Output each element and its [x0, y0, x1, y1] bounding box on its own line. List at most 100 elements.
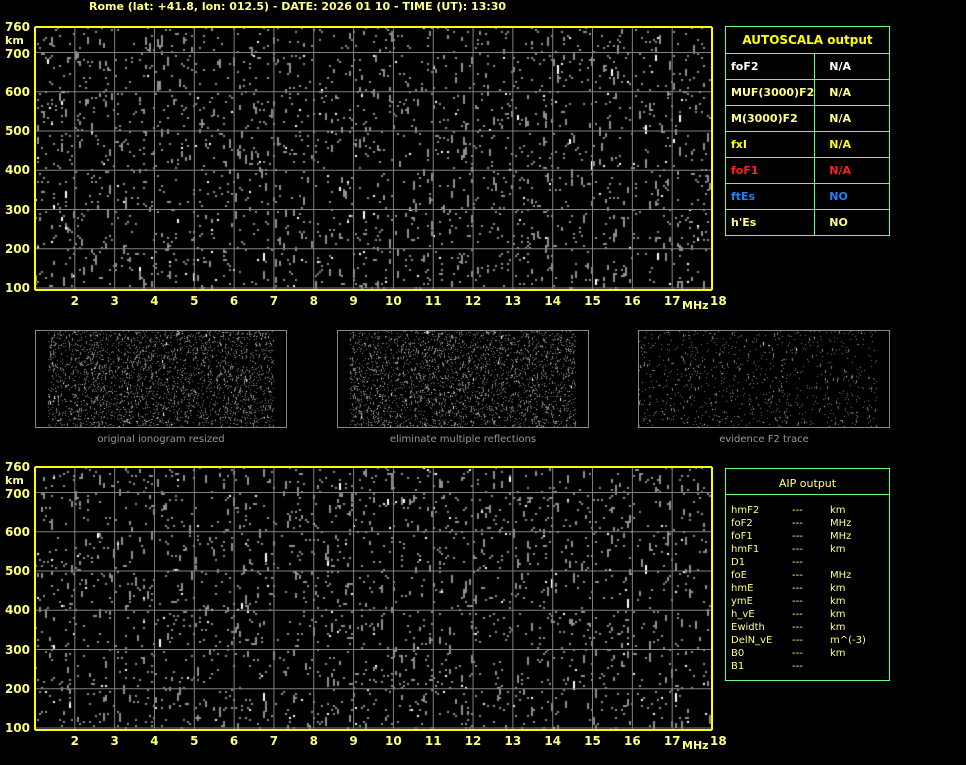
aip-param-name: ymE	[731, 596, 753, 607]
y-tick-label: 400	[4, 603, 30, 618]
aip-param-value: ---	[792, 505, 803, 516]
x-tick-label: 8	[309, 734, 318, 748]
thumbnail-f2-trace	[638, 330, 890, 428]
aip-param-name: foE	[731, 570, 747, 581]
autoscala-param-value: N/A	[814, 157, 890, 184]
aip-param-unit: MHz	[830, 570, 852, 581]
aip-param-unit: km	[830, 648, 846, 659]
aip-row: DelN_vE --- m^(-3)	[726, 634, 889, 647]
aip-param-name: hmF1	[731, 544, 760, 555]
autoscala-param-name: foF2	[724, 53, 816, 80]
aip-param-name: Ewidth	[731, 622, 765, 633]
aip-param-value: ---	[792, 531, 803, 542]
y-tick-label: 500	[4, 564, 30, 579]
x-tick-label: 8	[309, 294, 318, 308]
x-tick-label: 18	[710, 294, 727, 308]
x-tick-label: 10	[385, 294, 402, 308]
ionogram-grid	[34, 466, 713, 731]
y-tick-label: 200	[4, 241, 30, 256]
aip-param-value: ---	[792, 635, 803, 646]
autoscala-param-value: N/A	[814, 131, 890, 158]
aip-param-unit: km	[830, 622, 846, 633]
ionogram-grid	[34, 26, 713, 291]
y-tick-label: 700	[4, 486, 30, 501]
y-tick-label: 500	[4, 124, 30, 139]
autoscala-param-value: N/A	[814, 105, 890, 132]
aip-param-name: DelN_vE	[731, 635, 773, 646]
autoscala-row: foF1 N/A	[724, 157, 890, 184]
thumbnail-canvas	[36, 331, 286, 427]
y-tick-label: 200	[4, 681, 30, 696]
x-tick-label: 7	[269, 294, 279, 308]
x-tick-label: 11	[424, 294, 442, 308]
autoscala-row: fxI N/A	[724, 131, 890, 158]
aip-param-unit: km	[830, 544, 846, 555]
x-tick-label: 5	[190, 734, 199, 748]
x-tick-label: 4	[150, 734, 159, 748]
autoscala-param-value: NO	[814, 209, 890, 236]
y-tick-label: 100	[4, 721, 30, 735]
x-tick-label: 9	[349, 734, 358, 748]
aip-param-unit: MHz	[830, 531, 852, 542]
aip-param-unit: km	[830, 583, 846, 594]
aip-param-value: ---	[792, 544, 803, 555]
x-tick-label: 9	[349, 294, 358, 308]
y-tick-label: 100	[4, 281, 30, 295]
x-tick-label: 7	[269, 734, 279, 748]
aip-param-value: ---	[792, 622, 803, 633]
y-tick-label: 300	[4, 642, 30, 657]
thumbnail-multiple-reflections	[337, 330, 589, 428]
x-tick-label: 6	[229, 294, 239, 308]
autoscala-param-name: h'Es	[724, 209, 816, 236]
autoscala-param-name: MUF(3000)F2	[724, 79, 816, 106]
x-tick-label: 12	[464, 294, 482, 308]
thumbnail-canvas	[338, 331, 588, 427]
x-tick-label: 16	[623, 294, 641, 308]
x-tick-label: 3	[110, 734, 119, 748]
aip-param-name: h_vE	[731, 609, 755, 620]
aip-param-name: hmE	[731, 583, 754, 594]
aip-param-unit: MHz	[830, 518, 852, 529]
autoscala-param-value: N/A	[814, 53, 890, 80]
thumbnail-caption: evidence F2 trace	[719, 434, 809, 445]
x-tick-label: 11	[424, 734, 442, 748]
x-tick-label: 17	[663, 294, 681, 308]
y-unit-label: km	[5, 34, 24, 47]
aip-param-name: B0	[731, 648, 745, 659]
x-tick-label: 4	[150, 294, 159, 308]
aip-row: hmF1 --- km	[726, 543, 889, 556]
y-tick-label: 700	[4, 46, 30, 61]
y-tick-label: 300	[4, 202, 30, 217]
x-tick-label: 15	[584, 294, 601, 308]
aip-param-unit: km	[830, 596, 846, 607]
x-tick-label: 2	[70, 294, 79, 308]
x-tick-label: 18	[710, 734, 727, 748]
autoscala-param-name: foF1	[724, 157, 816, 184]
autoscala-param-name: M(3000)F2	[724, 105, 816, 132]
aip-param-value: ---	[792, 596, 803, 607]
x-tick-label: 2	[70, 734, 79, 748]
aip-row: D1 ---	[726, 556, 889, 569]
page-title: Rome (lat: +41.8, lon: 012.5) - DATE: 20…	[89, 0, 507, 13]
autoscala-param-name: fxI	[724, 131, 816, 158]
aip-param-value: ---	[792, 661, 803, 672]
aip-param-value: ---	[792, 583, 803, 594]
aip-param-value: ---	[792, 609, 803, 620]
ionogram-top: 760 700 600 500 400 300 200 100 km 2 3 4 5 6 7 8 9 10 11 12…	[0, 20, 727, 325]
aip-row: Ewidth --- km	[726, 621, 889, 634]
x-tick-label: 14	[544, 734, 562, 748]
aip-row: B0 --- km	[726, 647, 889, 660]
x-unit-label: MHz	[682, 739, 709, 752]
aip-param-unit: m^(-3)	[830, 635, 866, 646]
y-tick-label: 760	[4, 20, 30, 34]
aip-row: foE --- MHz	[726, 569, 889, 582]
x-tick-label: 10	[385, 734, 402, 748]
aip-row: hmF2 --- km	[726, 504, 889, 517]
aip-row: B1 ---	[726, 660, 889, 673]
aip-param-unit: km	[830, 505, 846, 516]
x-tick-label: 17	[663, 734, 681, 748]
autoscala-param-name: ftEs	[724, 183, 816, 210]
aip-row: ymE --- km	[726, 595, 889, 608]
autoscala-param-value: N/A	[814, 79, 890, 106]
x-tick-label: 14	[544, 294, 562, 308]
